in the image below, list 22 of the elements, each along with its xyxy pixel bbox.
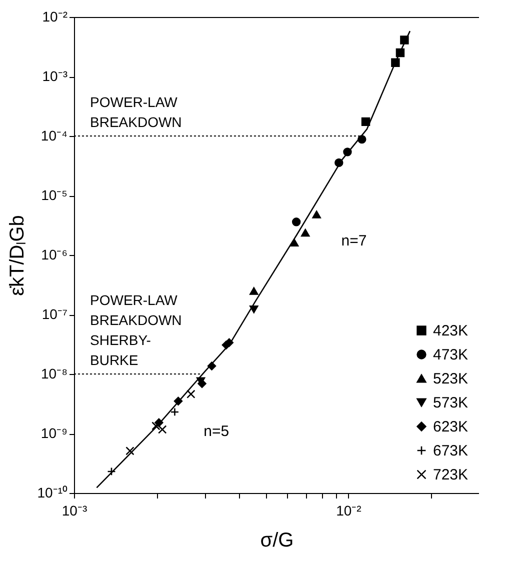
legend-label: 473K: [433, 346, 468, 364]
y-tick-label: 10⁻⁵: [41, 187, 68, 203]
legend-label: 523K: [433, 370, 468, 388]
y-axis-title: ε̇kT/DₗGb: [6, 215, 28, 296]
y-tick-label: 10⁻³: [42, 68, 68, 84]
ref-line-label: POWER-LAW BREAKDOWN: [90, 94, 182, 130]
y-tick-label: 10⁻⁹: [40, 425, 68, 441]
y-tick-label: 10⁻¹⁰: [37, 484, 68, 500]
legend-label: 573K: [433, 394, 468, 412]
annotation: n=7: [341, 232, 367, 250]
y-tick-label: 10⁻⁸: [41, 366, 68, 382]
legend-label: 423K: [433, 322, 468, 340]
ref-line-label: POWER-LAW BREAKDOWN SHERBY- BURKE: [90, 292, 182, 368]
y-tick-label: 10⁻⁴: [40, 128, 68, 144]
legend-label: 673K: [433, 442, 468, 460]
annotation: n=5: [204, 423, 230, 440]
x-axis-title: σ/G: [260, 530, 294, 552]
legend-label: 623K: [433, 418, 468, 436]
legend-label: 723K: [433, 466, 468, 484]
y-tick-label: 10⁻⁶: [41, 246, 68, 262]
y-tick-label: 10⁻⁷: [42, 306, 68, 322]
y-tick-label: 10⁻²: [42, 8, 68, 24]
